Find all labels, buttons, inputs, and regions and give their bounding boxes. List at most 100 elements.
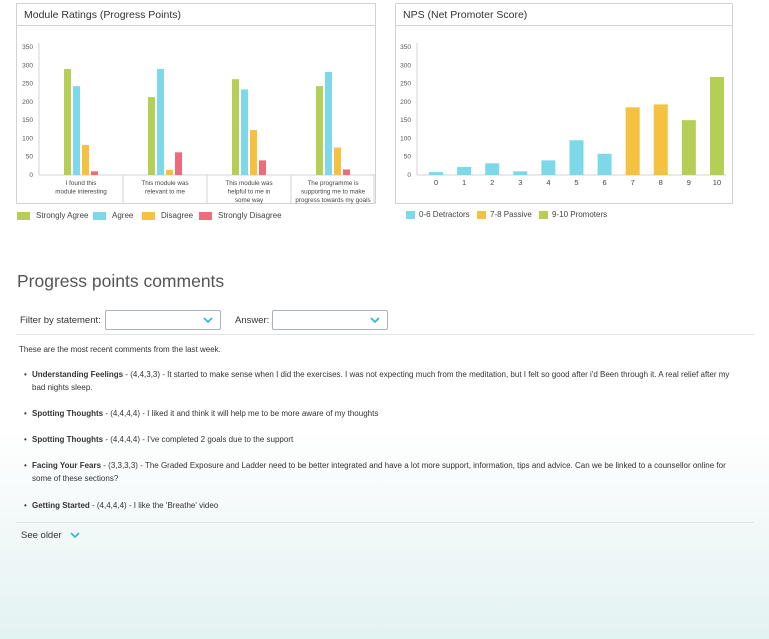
y-tick-label: 0 (29, 172, 33, 179)
legend-label: Disagree (161, 211, 194, 220)
x-tick-label-line: I found this (66, 180, 97, 187)
comment-text: - (4,4,4,4) - I like the 'Breathe' video (89, 501, 219, 510)
module-ratings-title: Module Ratings (Progress Points) (17, 4, 375, 26)
x-tick-label-line: some way (235, 197, 264, 204)
bar-strongly-agree (148, 97, 155, 175)
bullet-icon: • (24, 501, 27, 510)
legend-label: Strongly Disagree (218, 211, 282, 220)
bar-disagree (334, 147, 341, 175)
nps-bar (625, 107, 640, 175)
y-tick-label: 300 (400, 62, 411, 69)
nps-legend: 0-6 Detractors 7-8 Passive 9-10 Promoters (406, 210, 736, 222)
y-tick-label: 350 (22, 44, 33, 51)
x-tick-label-line: module interesting (55, 189, 107, 196)
x-tick-label: 7 (631, 178, 635, 187)
comment-module: Spotting Thoughts (32, 435, 104, 444)
divider (16, 334, 754, 335)
answer-label: Answer: (235, 315, 270, 326)
nps-bar (429, 172, 444, 175)
x-tick-label-line: helpful to me in (228, 189, 271, 196)
nps-bar (513, 171, 528, 175)
x-tick-label-line: The programme is (307, 180, 358, 187)
nps-bar (709, 76, 724, 175)
legend-label: 0-6 Detractors (419, 210, 470, 219)
section-title: Progress points comments (17, 271, 225, 291)
y-tick-label: 300 (22, 62, 33, 69)
comment-item: • Spotting Thoughts - (4,4,4,4) - I liked… (24, 408, 732, 421)
comment-item: • Facing Your Fears - (3,3,3,3) - The Gra… (24, 460, 732, 485)
module-ratings-panel: Module Ratings (Progress Points) 0 50 100 1… (16, 3, 376, 204)
x-tick-label: 1 (462, 178, 466, 187)
bar-disagree (250, 130, 257, 175)
legend-swatch (93, 211, 106, 220)
nps-bar (457, 166, 472, 175)
filter-statement-label: Filter by statement: (20, 315, 101, 326)
legend-item[interactable]: Disagree (142, 211, 193, 220)
legend-label: Agree (112, 211, 134, 220)
bullet-icon: • (24, 435, 27, 444)
y-tick-label: 200 (400, 99, 411, 106)
legend-item[interactable]: Strongly Disagree (199, 211, 282, 220)
bullet-icon: • (24, 461, 27, 470)
answer-select[interactable] (272, 310, 388, 330)
nps-bar (485, 163, 500, 175)
y-tick-label: 350 (400, 44, 411, 51)
comment-text: - (3,3,3,3) - The Graded Exposure and La… (32, 461, 726, 483)
comment-item: • Spotting Thoughts - (4,4,4,4) - I've co… (24, 434, 732, 447)
y-tick-label: 250 (400, 81, 411, 88)
x-tick-label-line: relevant to me (145, 189, 185, 196)
filter-statement-select[interactable] (105, 310, 221, 330)
y-tick-label: 50 (26, 154, 34, 161)
bar-strongly-disagree (175, 152, 182, 175)
x-tick-label: 5 (574, 178, 578, 187)
module-ratings-legend: Strongly Agree Agree Disagree Strongly Disa… (17, 211, 377, 223)
comment-module: Getting Started (32, 501, 90, 510)
divider (16, 522, 754, 523)
y-tick-label: 150 (400, 117, 411, 124)
bullet-icon: • (24, 409, 27, 418)
nps-bar (653, 104, 668, 175)
x-tick-label: 0 (434, 178, 438, 187)
comments-intro: These are the most recent comments from … (19, 345, 221, 354)
legend-item[interactable]: 7-8 Passive (477, 210, 532, 219)
x-tick-label: 6 (603, 178, 607, 187)
bar-agree (325, 71, 332, 175)
chevron-down-icon (70, 532, 80, 539)
legend-swatch (406, 210, 415, 219)
x-tick-label: 8 (659, 178, 663, 187)
legend-item[interactable]: 0-6 Detractors (406, 210, 470, 219)
bar-strongly-agree (64, 68, 71, 175)
nps-bar (569, 140, 584, 175)
module-ratings-chart: 0 50 100 150 200 250 300 350 I found this module … (22, 43, 375, 204)
y-tick-label: 0 (407, 172, 411, 179)
nps-title: NPS (Net Promoter Score) (396, 4, 732, 26)
x-tick-label-line: This module was (225, 180, 272, 187)
legend-swatch (539, 210, 548, 219)
see-older-button[interactable]: See older (21, 530, 80, 541)
bar-strongly-agree (316, 86, 323, 175)
x-tick-label-line: supporting me to make (301, 189, 366, 196)
legend-label: Strongly Agree (36, 211, 89, 220)
bar-strongly-disagree (343, 169, 350, 175)
nps-bar (681, 120, 696, 175)
comment-item: • Getting Started - (4,4,4,4) - I like th… (24, 500, 732, 513)
comment-text: - (4,4,4,4) - I've completed 2 goals due… (103, 435, 294, 444)
comment-text: - (4,4,3,3) - It started to make sense w… (32, 370, 730, 392)
legend-item[interactable]: Agree (93, 211, 133, 220)
x-tick-label: This module was relevant to me (141, 180, 188, 196)
bar-disagree (166, 169, 173, 175)
nps-bar (597, 153, 612, 175)
legend-label: 9-10 Promoters (552, 210, 608, 219)
legend-item[interactable]: Strongly Agree (17, 211, 88, 220)
comment-module: Facing Your Fears (32, 461, 102, 470)
bar-strongly-agree (232, 79, 239, 175)
legend-item[interactable]: 9-10 Promoters (539, 210, 607, 219)
chevron-down-icon (203, 317, 213, 324)
bar-agree (241, 89, 248, 175)
bullet-icon: • (24, 370, 27, 379)
legend-swatch (142, 211, 155, 220)
bar-agree (73, 86, 80, 175)
x-tick-label: 9 (687, 178, 691, 187)
x-tick-label-line: progress towards my goals (295, 197, 370, 204)
y-tick-label: 250 (22, 81, 33, 88)
